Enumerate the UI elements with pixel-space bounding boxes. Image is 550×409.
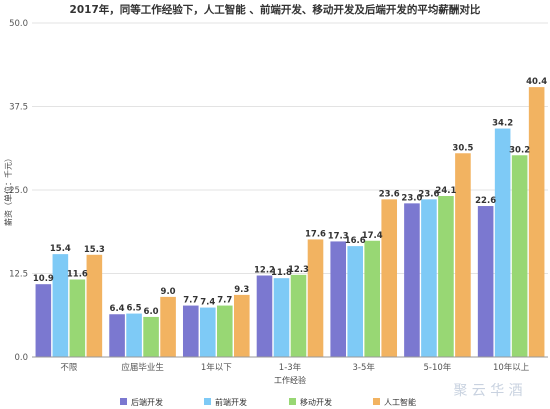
data-label: 17.3	[328, 231, 349, 241]
chart-title: 2017年，同等工作经验下，人工智能 、前端开发、移动开发及后端开发的平均薪酬对…	[70, 3, 481, 16]
legend-item: 后端开发	[131, 397, 163, 407]
x-tick-label: 应届毕业生	[121, 362, 164, 373]
data-label: 11.6	[67, 270, 88, 280]
bar-移动开发	[438, 196, 454, 357]
bar-移动开发	[364, 240, 381, 357]
y-tick-label: 0.0	[14, 353, 28, 363]
legend-item: 人工智能	[384, 397, 416, 407]
data-label: 10.9	[33, 274, 54, 284]
data-label: 17.4	[362, 231, 383, 241]
data-label: 30.5	[452, 143, 473, 153]
bar-前端开发	[199, 307, 216, 357]
legend-item: 前端开发	[215, 397, 247, 407]
data-label: 23.6	[379, 189, 400, 199]
data-label: 7.7	[183, 296, 198, 306]
data-label: 23.6	[418, 189, 439, 199]
data-label: 24.1	[435, 186, 456, 196]
bar-移动开发	[216, 305, 233, 357]
bar-后端开发	[404, 203, 420, 357]
bar-人工智能	[455, 153, 471, 357]
bar-前端开发	[347, 246, 364, 357]
data-label: 15.3	[84, 245, 105, 255]
y-tick-label: 12.5	[9, 270, 28, 280]
data-label: 6.5	[127, 304, 142, 314]
data-label: 6.0	[144, 307, 159, 317]
data-label: 22.6	[475, 196, 496, 206]
data-label: 7.7	[217, 296, 232, 306]
bars	[35, 87, 545, 358]
data-label: 12.2	[254, 266, 275, 276]
data-label: 15.4	[50, 244, 71, 254]
bar-移动开发	[290, 274, 307, 357]
legend-item: 移动开发	[300, 397, 332, 407]
data-label: 6.4	[110, 304, 125, 314]
x-tick-label: 5-10年	[424, 362, 452, 373]
data-label: 9.0	[161, 287, 176, 297]
bar-移动开发	[143, 316, 159, 357]
bar-后端开发	[477, 206, 494, 357]
x-tick-label: 3-5年	[353, 362, 376, 373]
legend: 后端开发 前端开发 移动开发 人工智能	[120, 397, 416, 407]
bar-人工智能	[528, 87, 545, 358]
bar-人工智能	[86, 254, 103, 357]
x-axis-label: 工作经验	[274, 375, 306, 385]
data-label: 11.8	[271, 268, 292, 278]
data-labels: 10.915.411.615.36.4 6.5 6.09.07.7 7.4 7.79.3…	[33, 77, 547, 317]
y-tick-label: 50.0	[9, 19, 28, 29]
data-label: 40.4	[526, 77, 547, 87]
legend-swatch	[204, 398, 211, 405]
bar-移动开发	[69, 279, 86, 357]
bar-前端开发	[126, 313, 142, 357]
x-axis-ticks: 不限 应届毕业生 1年以下 1-3年 3-5年 5-10年 10年以上	[60, 362, 529, 373]
bar-移动开发	[511, 155, 528, 357]
data-label: 7.4	[200, 298, 215, 308]
x-tick-label: 不限	[60, 363, 78, 373]
data-label: 30.2	[509, 145, 530, 155]
bar-后端开发	[35, 284, 52, 357]
x-tick-label: 1年以下	[201, 362, 232, 373]
bar-前端开发	[52, 254, 69, 357]
bar-前端开发	[494, 128, 511, 357]
data-label: 34.2	[492, 119, 513, 129]
legend-swatch	[289, 398, 296, 405]
bar-后端开发	[256, 275, 273, 357]
bar-后端开发	[182, 305, 199, 357]
data-label: 23.0	[401, 193, 422, 203]
watermark: 聚 云 华 酒	[453, 383, 522, 399]
bar-人工智能	[307, 239, 324, 357]
data-label: 17.6	[305, 229, 326, 239]
x-tick-label: 1-3年	[279, 362, 302, 373]
bar-人工智能	[160, 296, 176, 357]
data-label: 9.3	[234, 285, 249, 295]
bar-人工智能	[233, 294, 250, 357]
legend-swatch	[120, 398, 127, 405]
y-tick-label: 37.5	[9, 103, 28, 113]
data-label: 16.6	[345, 236, 366, 246]
legend-swatch	[373, 398, 380, 405]
bar-前端开发	[421, 199, 437, 357]
bar-前端开发	[273, 278, 290, 357]
data-label: 12.3	[288, 265, 309, 275]
bar-后端开发	[109, 314, 125, 357]
bar-后端开发	[330, 241, 347, 357]
y-axis-label: 薪资（单位：千元）	[3, 154, 13, 226]
y-axis-ticks: 0.0 12.5 25.0 37.5 50.0	[9, 19, 28, 363]
y-tick-label: 25.0	[9, 186, 28, 196]
bar-人工智能	[381, 199, 398, 357]
x-tick-label: 10年以上	[493, 362, 530, 373]
